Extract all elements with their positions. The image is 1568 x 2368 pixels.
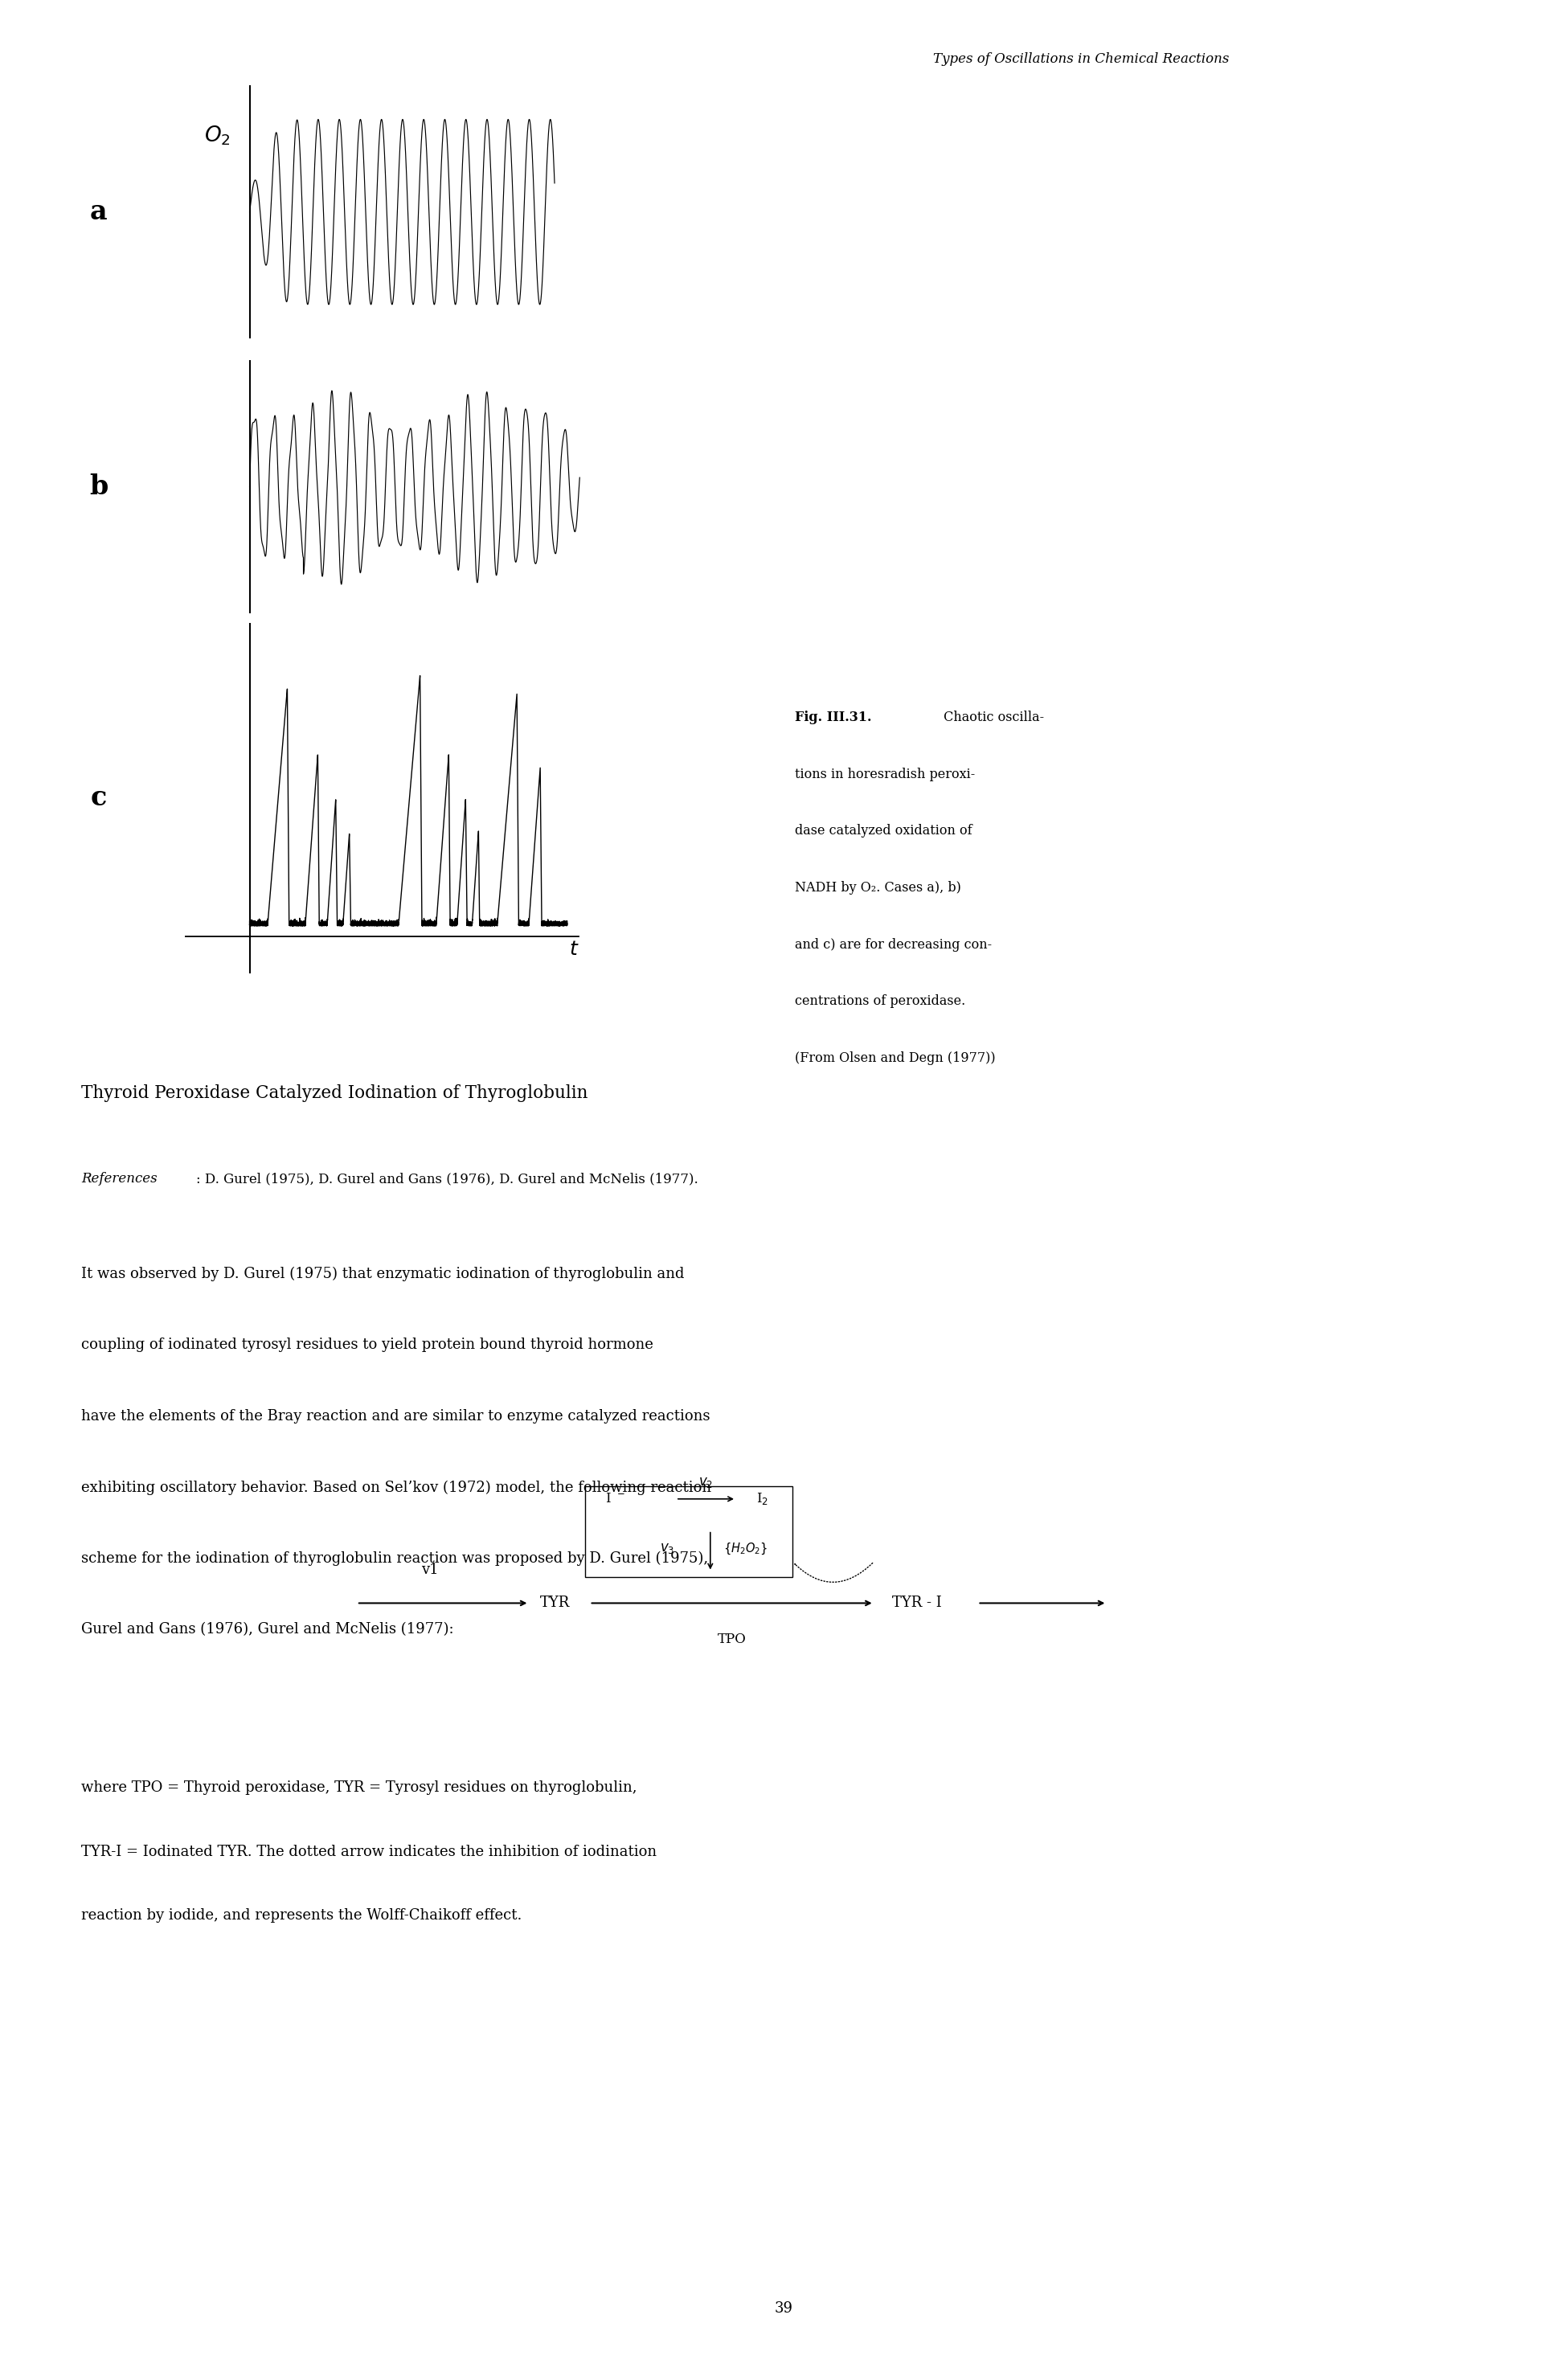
Text: reaction by iodide, and represents the Wolff-Chaikoff effect.: reaction by iodide, and represents the W… [82, 1909, 522, 1923]
Text: scheme for the iodination of thyroglobulin reaction was proposed by D. Gurel (19: scheme for the iodination of thyroglobul… [82, 1551, 709, 1565]
Text: dase catalyzed oxidation of: dase catalyzed oxidation of [795, 824, 972, 838]
Text: a: a [89, 199, 108, 225]
Text: have the elements of the Bray reaction and are similar to enzyme catalyzed react: have the elements of the Bray reaction a… [82, 1409, 710, 1423]
Text: centrations of peroxidase.: centrations of peroxidase. [795, 995, 966, 1009]
Text: where TPO = Thyroid peroxidase, TYR = Tyrosyl residues on thyroglobulin,: where TPO = Thyroid peroxidase, TYR = Ty… [82, 1781, 637, 1795]
Text: It was observed by D. Gurel (1975) that enzymatic iodination of thyroglobulin an: It was observed by D. Gurel (1975) that … [82, 1267, 685, 1281]
Text: TYR-I = Iodinated TYR. The dotted arrow indicates the inhibition of iodination: TYR-I = Iodinated TYR. The dotted arrow … [82, 1845, 657, 1859]
Text: TYR: TYR [539, 1596, 571, 1610]
Text: TPO: TPO [718, 1634, 746, 1646]
Text: $v_3$: $v_3$ [660, 1542, 674, 1556]
Text: c: c [91, 784, 107, 812]
Text: Thyroid Peroxidase Catalyzed Iodination of Thyroglobulin: Thyroid Peroxidase Catalyzed Iodination … [82, 1085, 588, 1101]
Text: Chaotic oscilla-: Chaotic oscilla- [939, 710, 1044, 725]
Text: (From Olsen and Degn (1977)): (From Olsen and Degn (1977)) [795, 1051, 996, 1066]
Text: : D. Gurel (1975), D. Gurel and Gans (1976), D. Gurel and McNelis (1977).: : D. Gurel (1975), D. Gurel and Gans (19… [196, 1172, 698, 1186]
Text: TYR - I: TYR - I [892, 1596, 942, 1610]
Text: Fig. III.31.: Fig. III.31. [795, 710, 872, 725]
Text: I $^-$: I $^-$ [605, 1492, 626, 1506]
Text: $O_2$: $O_2$ [204, 123, 230, 147]
Text: exhibiting oscillatory behavior. Based on Sel’kov (1972) model, the following re: exhibiting oscillatory behavior. Based o… [82, 1480, 712, 1494]
FancyArrowPatch shape [795, 1563, 872, 1582]
Text: coupling of iodinated tyrosyl residues to yield protein bound thyroid hormone: coupling of iodinated tyrosyl residues t… [82, 1338, 654, 1352]
Text: NADH by O₂. Cases a), b): NADH by O₂. Cases a), b) [795, 881, 961, 895]
Text: I$_2$: I$_2$ [756, 1492, 768, 1506]
Text: 39: 39 [775, 2302, 793, 2316]
Text: $t$: $t$ [569, 940, 579, 959]
Text: Types of Oscillations in Chemical Reactions: Types of Oscillations in Chemical Reacti… [933, 52, 1229, 66]
Text: and c) are for decreasing con-: and c) are for decreasing con- [795, 938, 993, 952]
Text: tions in horesradish peroxi-: tions in horesradish peroxi- [795, 767, 975, 781]
Text: b: b [89, 474, 108, 500]
Text: $\{H_2O_2\}$: $\{H_2O_2\}$ [723, 1542, 768, 1556]
Text: Gurel and Gans (1976), Gurel and McNelis (1977):: Gurel and Gans (1976), Gurel and McNelis… [82, 1622, 455, 1636]
Text: $v_2$: $v_2$ [699, 1475, 713, 1489]
Text: v1: v1 [422, 1563, 439, 1577]
Text: References: References [82, 1172, 158, 1186]
